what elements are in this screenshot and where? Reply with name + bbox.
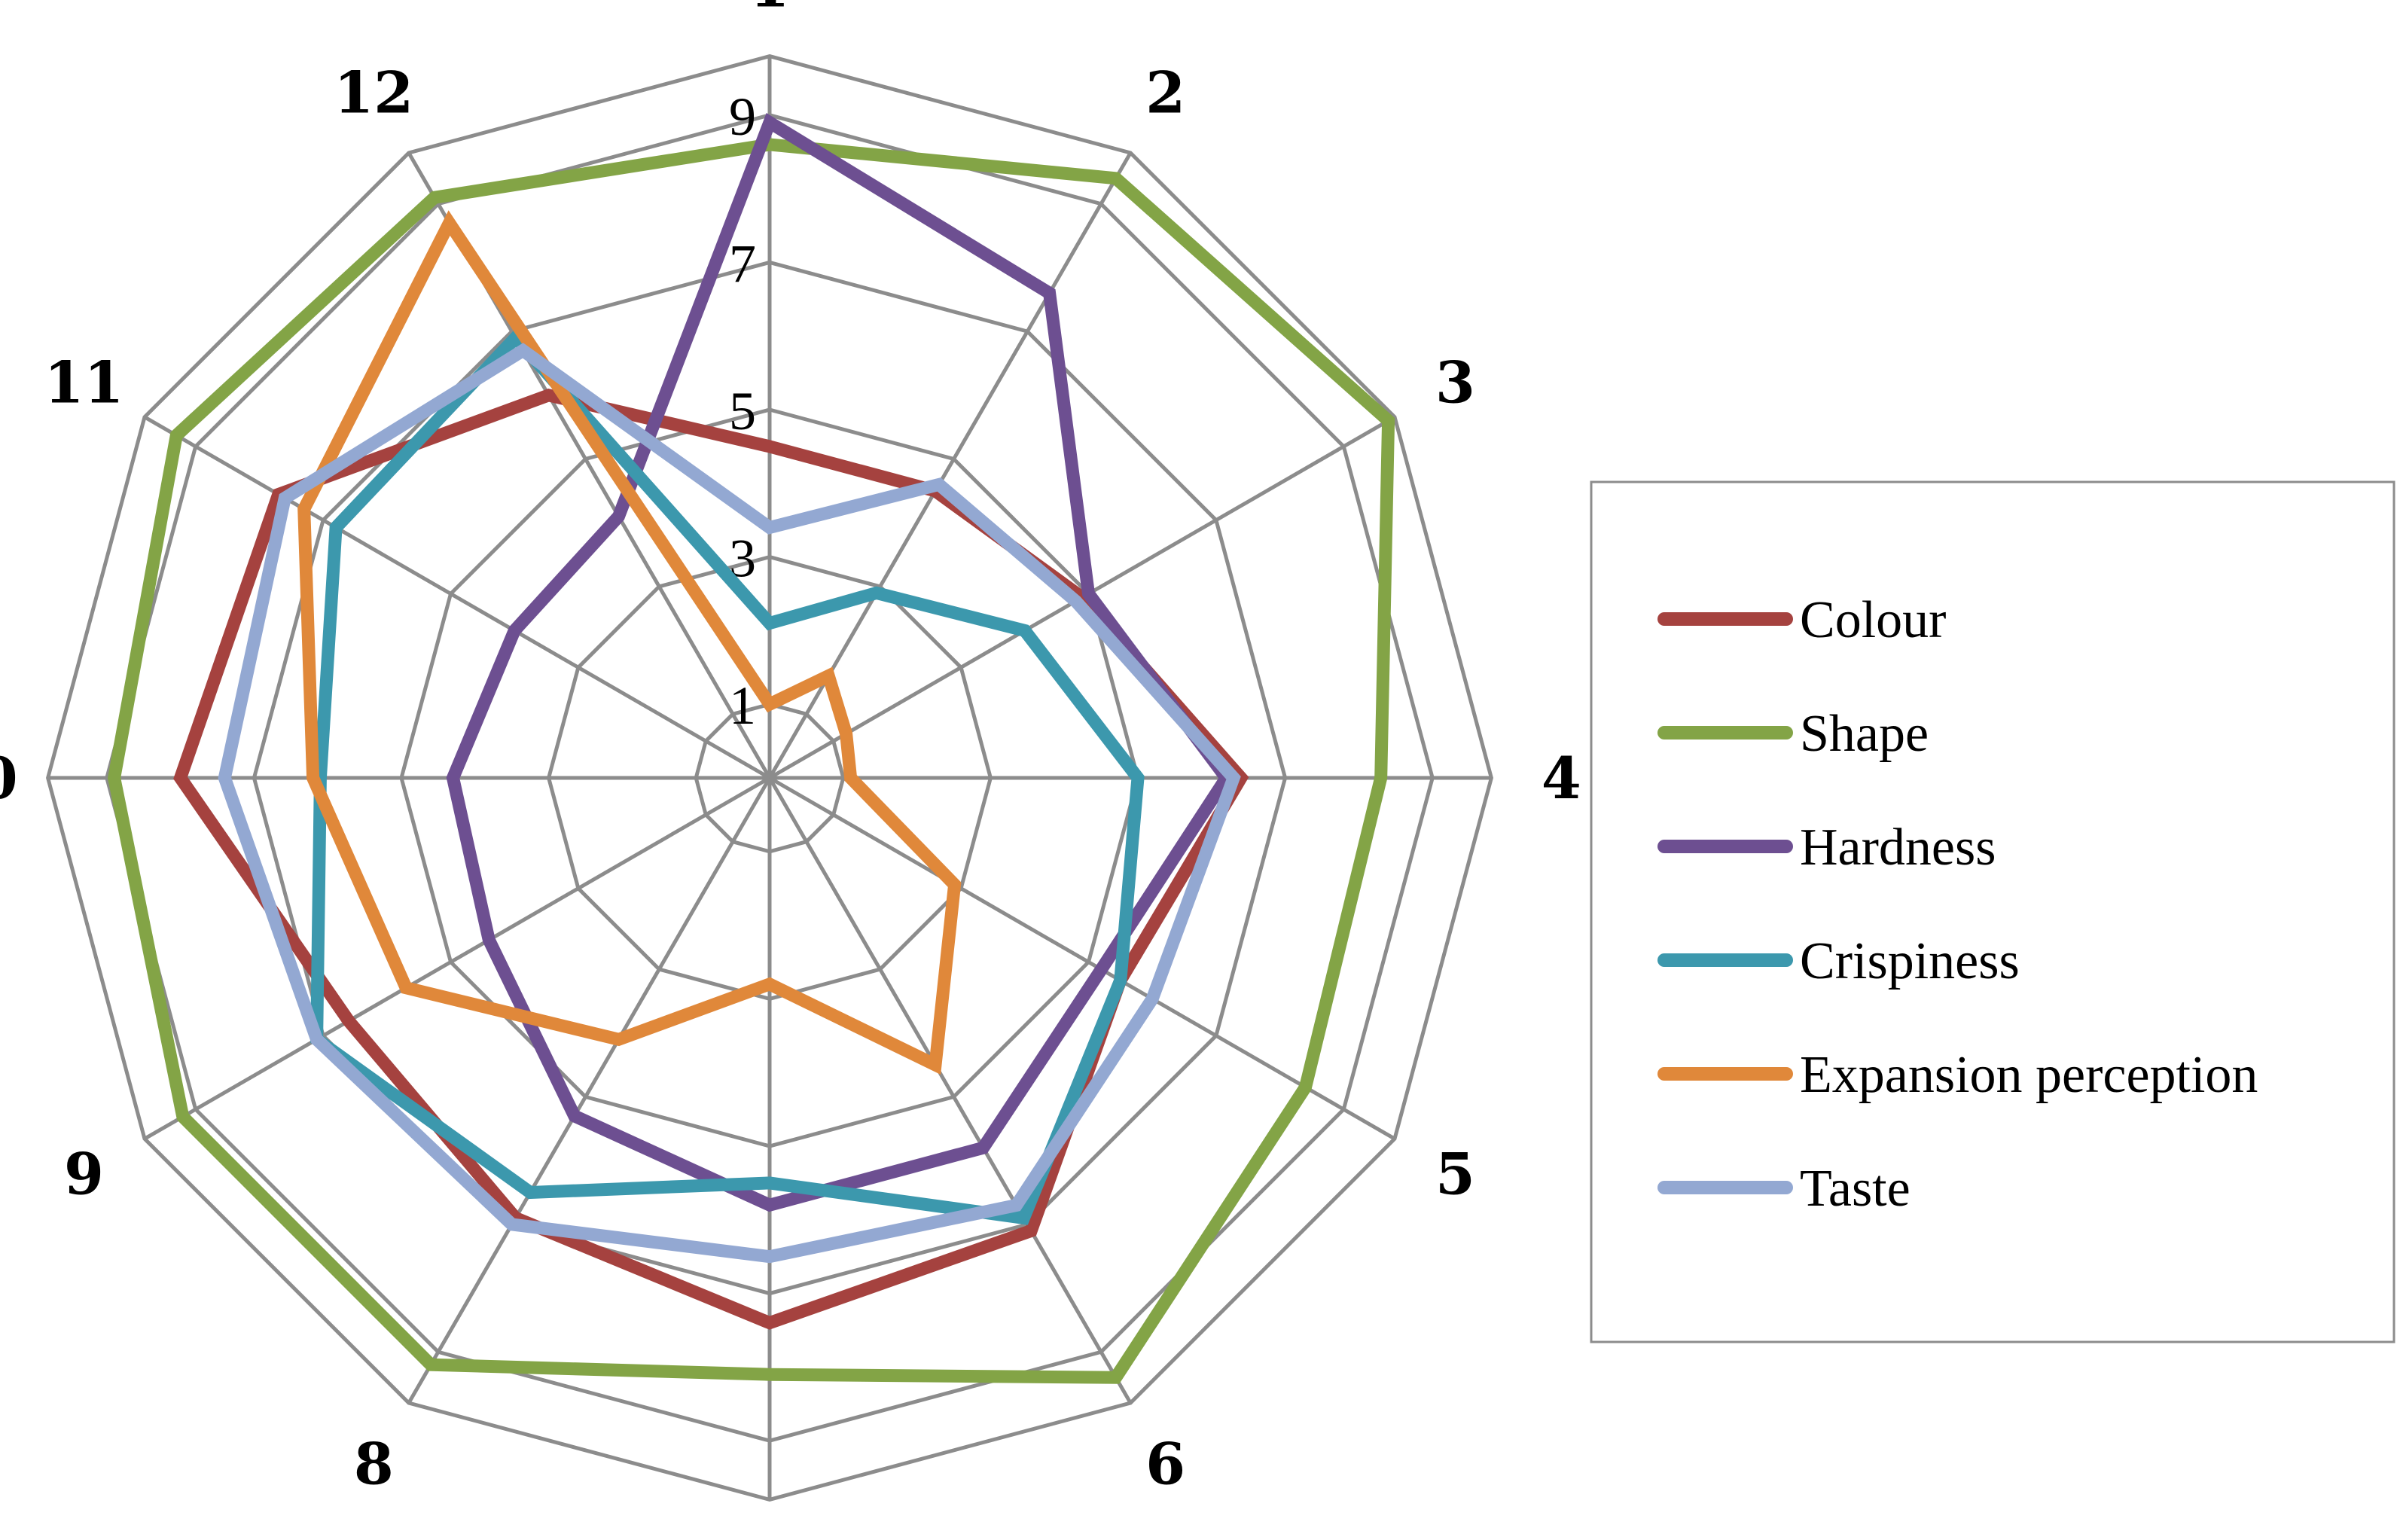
spoke-11 <box>143 415 771 780</box>
series-shape <box>107 138 1395 1384</box>
spoke-5 <box>768 776 1396 1141</box>
axis-label-8: 8 <box>354 1431 394 1498</box>
legend-label: Hardness <box>1800 819 1996 877</box>
tick-label: 7 <box>729 233 756 294</box>
tick-label: 9 <box>729 87 756 147</box>
legend-label: Shape <box>1800 705 1929 763</box>
spoke-9 <box>143 776 771 1141</box>
series-hardness <box>446 113 1234 1212</box>
radar-grid <box>46 54 1493 1502</box>
axis-label-4: 4 <box>1542 745 1581 812</box>
legend-label: Expansion perception <box>1800 1046 2258 1104</box>
axis-label-3: 3 <box>1435 349 1475 416</box>
axis-labels: 123456789101112 <box>0 0 1581 1540</box>
axis-label-10: 10 <box>0 745 18 812</box>
axis-label-2: 2 <box>1145 59 1185 127</box>
axis-label-11: 11 <box>44 349 124 416</box>
series-taste <box>218 343 1241 1264</box>
axis-label-7: 7 <box>750 1536 790 1540</box>
legend: Colour Shape Hardness Crispiness Expansion p… <box>1590 480 2395 1343</box>
legend-label: Taste <box>1800 1160 1911 1218</box>
spoke-8 <box>407 776 772 1404</box>
spoke-6 <box>767 776 1133 1404</box>
tick-label: 5 <box>729 381 756 441</box>
legend-label: Crispiness <box>1800 932 2020 990</box>
series-crispiness <box>310 328 1145 1225</box>
axis-label-6: 6 <box>1145 1431 1185 1498</box>
series-expansion-perception <box>297 210 962 1075</box>
data-series <box>107 113 1395 1384</box>
axis-label-1: 1 <box>750 0 790 20</box>
axis-label-9: 9 <box>64 1141 104 1208</box>
axis-label-12: 12 <box>334 59 413 127</box>
legend-label: Colour <box>1800 591 1946 649</box>
axis-label-5: 5 <box>1435 1141 1475 1208</box>
series-colour <box>173 388 1249 1330</box>
legend-box <box>1590 480 2395 1343</box>
